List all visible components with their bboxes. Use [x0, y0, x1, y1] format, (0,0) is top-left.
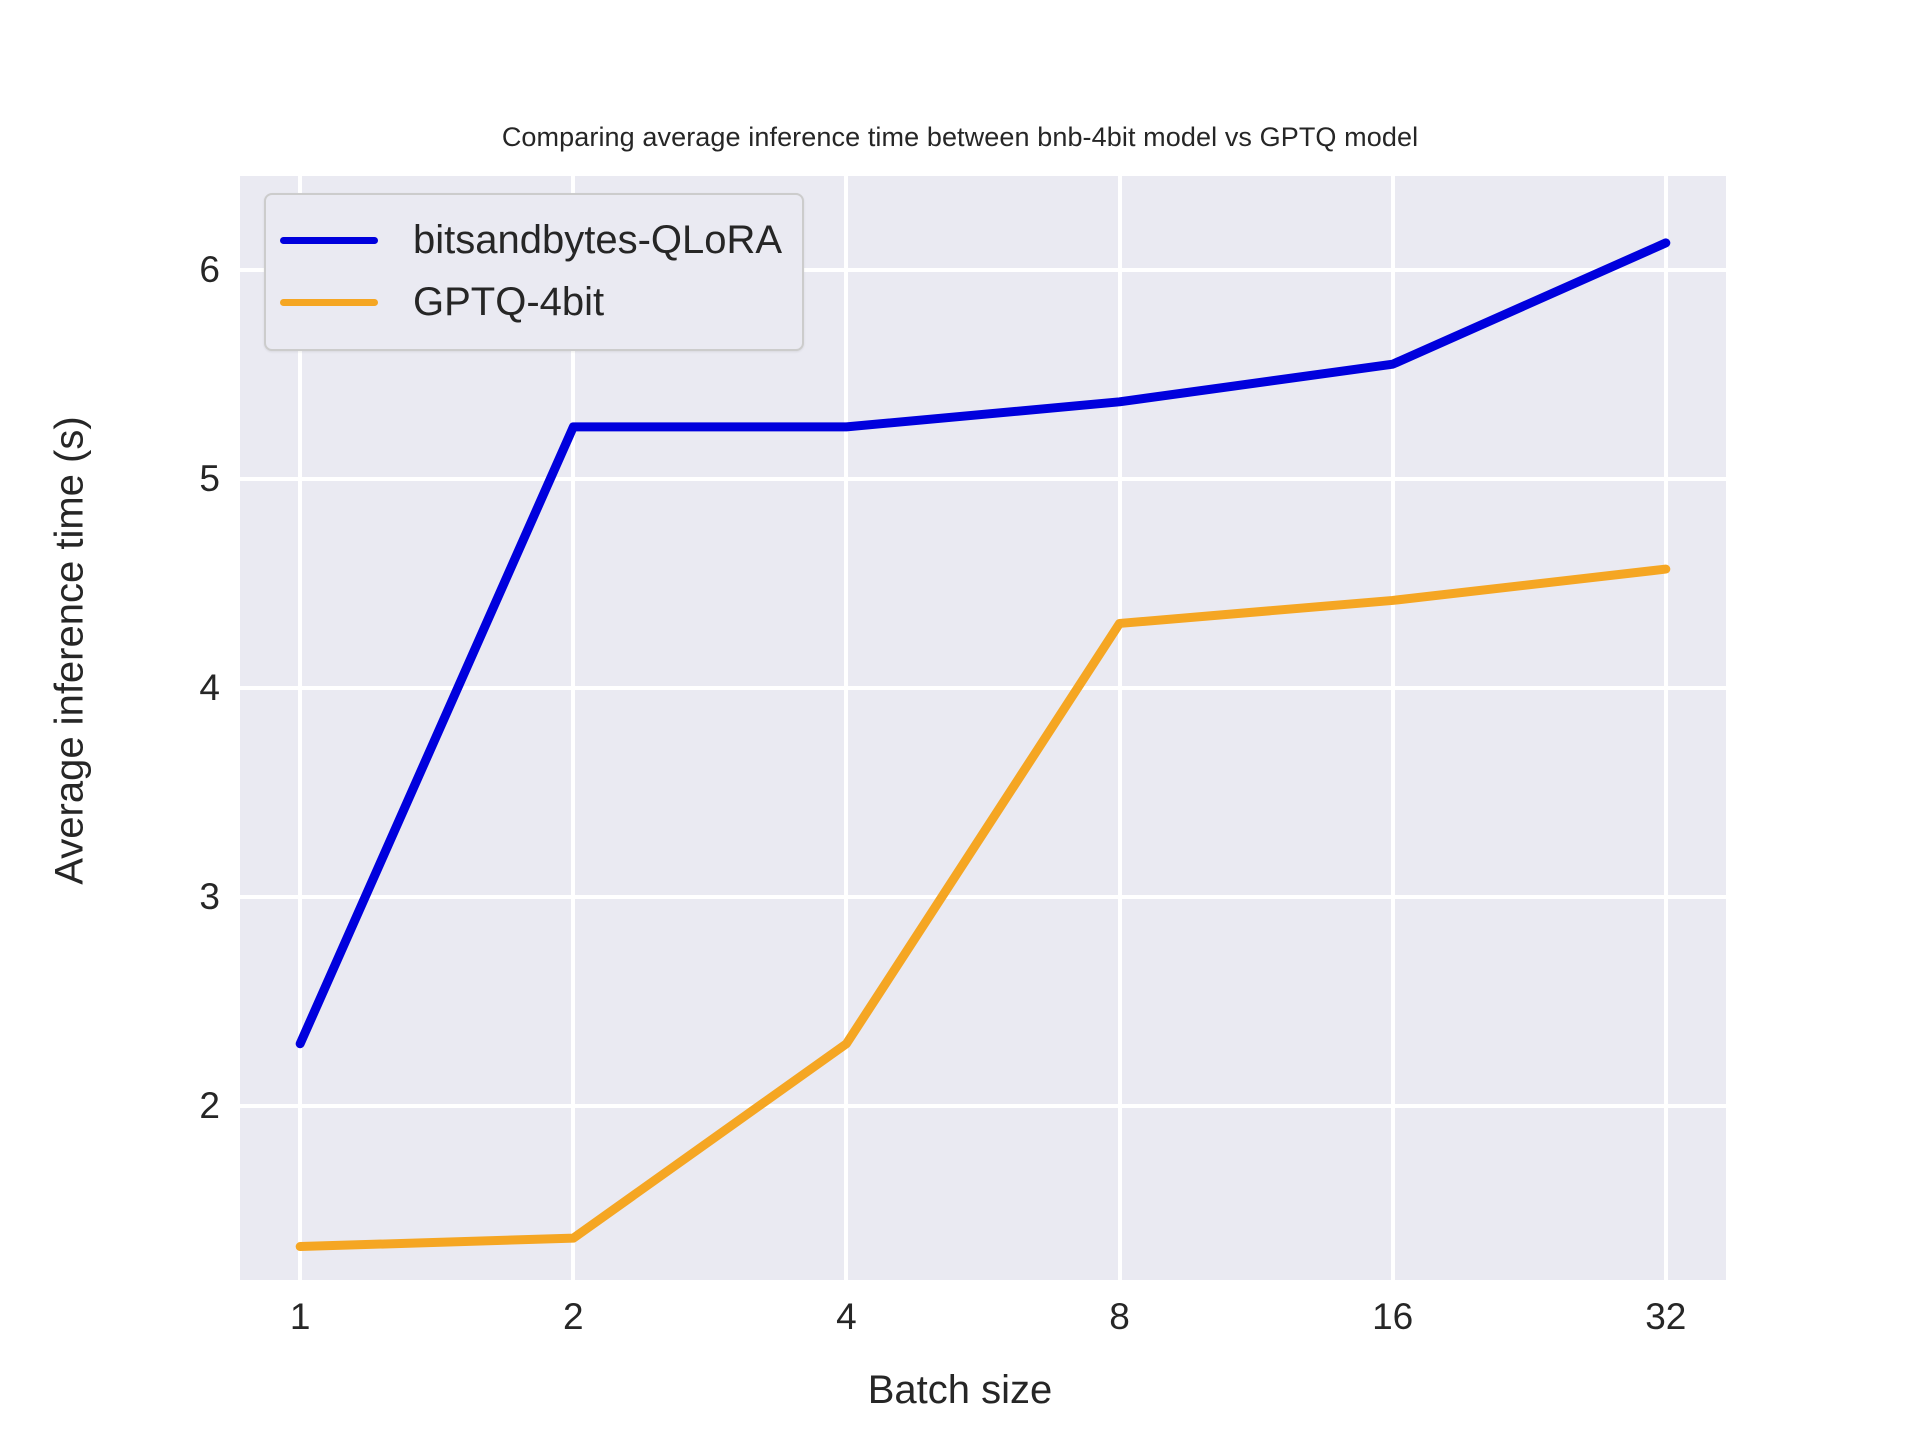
gridline-vertical	[844, 176, 849, 1280]
gridline-vertical	[1117, 176, 1122, 1280]
legend-item: GPTQ-4bit	[280, 271, 782, 333]
legend-color-swatch	[280, 298, 378, 306]
y-axis-tick-label: 6	[199, 249, 220, 291]
y-axis-tick-label: 3	[199, 876, 220, 918]
gridline-vertical	[298, 176, 303, 1280]
x-axis-label: Batch size	[867, 1368, 1053, 1412]
legend-item: bitsandbytes-QLoRA	[280, 209, 782, 271]
plot-area	[240, 176, 1726, 1280]
legend-item-label: GPTQ-4bit	[413, 280, 605, 324]
y-axis-tick-label: 4	[199, 667, 220, 709]
x-axis-tick-label: 16	[1372, 1296, 1414, 1337]
gridline-horizontal	[240, 477, 1726, 482]
y-axis-tick-label: 2	[199, 1085, 220, 1127]
gridline-horizontal	[240, 268, 1726, 273]
gridline-vertical	[571, 176, 576, 1280]
series-line	[295, 564, 1671, 1252]
gridline-horizontal	[240, 1104, 1726, 1109]
series-line	[295, 238, 1671, 1049]
chart-title: Comparing average inference time between…	[501, 122, 1419, 152]
chart-legend: bitsandbytes-QLoRA GPTQ-4bit	[264, 193, 805, 351]
x-axis-tick-label: 32	[1645, 1296, 1687, 1337]
series-lines	[295, 238, 1671, 1252]
x-axis-tick-label: 8	[1109, 1296, 1130, 1337]
gridline-horizontal	[240, 895, 1726, 900]
gridline-vertical	[1663, 176, 1668, 1280]
legend-color-swatch	[280, 236, 378, 244]
x-axis-tick-label: 2	[563, 1296, 584, 1337]
gridline-horizontal	[240, 686, 1726, 691]
gridline-vertical	[1390, 176, 1395, 1280]
x-axis-tick-label: 4	[836, 1296, 857, 1337]
y-axis-label: Average inference time (s)	[47, 416, 92, 885]
x-axis-tick-label: 1	[289, 1296, 311, 1337]
y-axis-tick-label: 5	[199, 458, 220, 500]
legend-item-label: bitsandbytes-QLoRA	[413, 218, 783, 262]
